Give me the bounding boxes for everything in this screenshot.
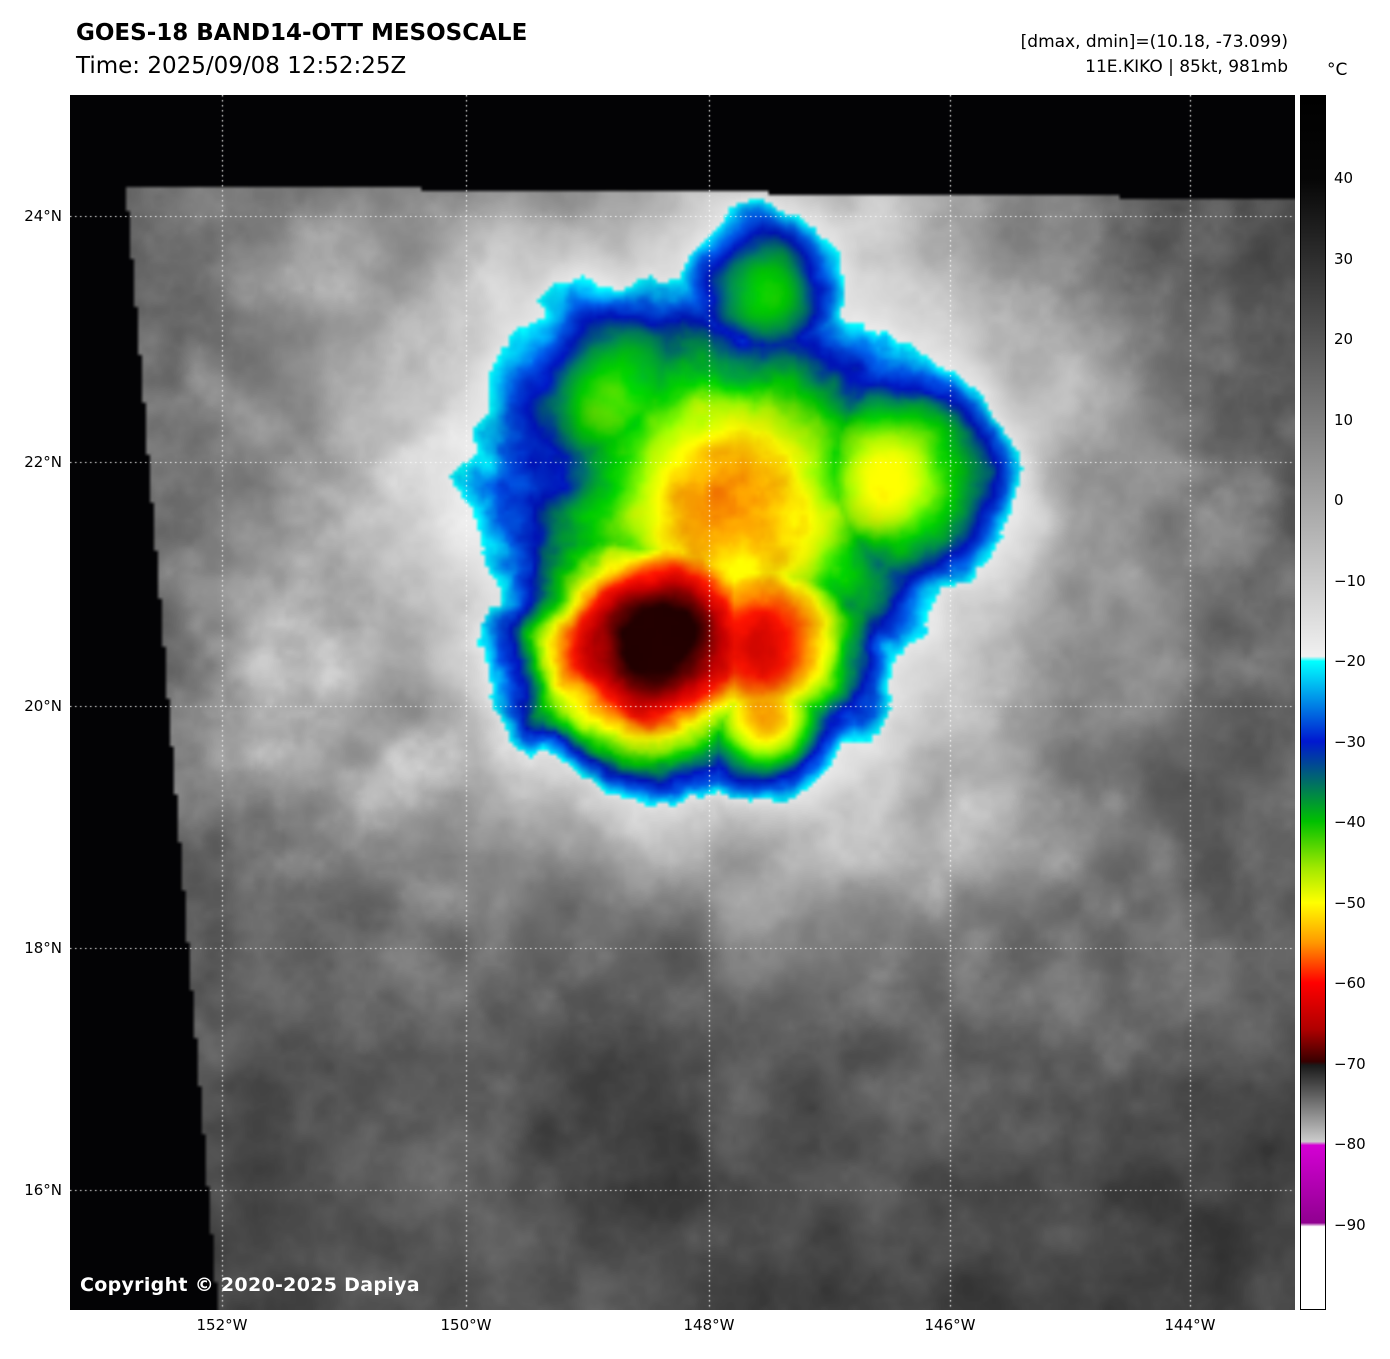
dmax-dmin-readout: [dmax, dmin]=(10.18, -73.099) (1020, 32, 1288, 52)
colorbar-tick: −20 (1334, 652, 1366, 670)
storm-info: 11E.KIKO | 85kt, 981mb (1085, 57, 1288, 77)
lat-label: 16°N (24, 1181, 62, 1199)
figure-title: GOES-18 BAND14-OTT MESOSCALE (76, 20, 528, 46)
colorbar-tick: −60 (1334, 974, 1366, 992)
colorbar-tick: −30 (1334, 733, 1366, 751)
lon-label: 148°W (683, 1316, 735, 1334)
colorbar-unit-label: °C (1327, 60, 1348, 80)
colorbar-tick: −90 (1334, 1216, 1366, 1234)
colorbar-tick: −10 (1334, 572, 1366, 590)
colorbar-tick: 20 (1334, 330, 1354, 348)
lat-label: 22°N (24, 453, 62, 471)
colorbar-tick: 10 (1334, 411, 1354, 429)
lat-label: 18°N (24, 939, 62, 957)
satellite-map: Copyright © 2020-2025 Dapiya (70, 95, 1295, 1310)
lon-label: 146°W (924, 1316, 976, 1334)
lon-label: 144°W (1164, 1316, 1216, 1334)
colorbar-tick: 30 (1334, 250, 1354, 268)
satellite-canvas (70, 95, 1295, 1310)
figure-readouts: [dmax, dmin]=(10.18, -73.099) 11E.KIKO |… (1021, 30, 1288, 80)
copyright-watermark: Copyright © 2020-2025 Dapiya (80, 1274, 420, 1296)
figure-timestamp: Time: 2025/09/08 12:52:25Z (76, 53, 407, 79)
lat-label: 24°N (24, 207, 62, 225)
colorbar-tick: −70 (1334, 1055, 1366, 1073)
lon-label: 152°W (196, 1316, 248, 1334)
colorbar-tick: −80 (1334, 1135, 1366, 1153)
colorbar-gradient (1300, 95, 1326, 1310)
colorbar-tick: −50 (1334, 894, 1366, 912)
lon-label: 150°W (440, 1316, 492, 1334)
colorbar-tick: 40 (1334, 169, 1354, 187)
colorbar-tick: 0 (1334, 491, 1344, 509)
colorbar-tick: −40 (1334, 813, 1366, 831)
lat-label: 20°N (24, 697, 62, 715)
